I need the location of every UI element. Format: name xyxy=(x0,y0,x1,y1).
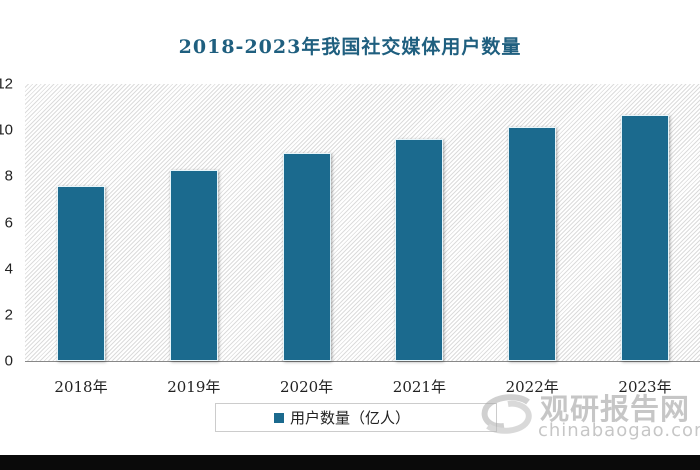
bar-2021年 xyxy=(395,139,444,361)
bar-2022年 xyxy=(508,127,557,361)
watermark: 观研报告网 chinabaogao.com xyxy=(478,386,700,441)
chart-title: 2018-2023年我国社交媒体用户数量 xyxy=(178,36,522,58)
y-tick-label: 8 xyxy=(4,167,13,185)
y-tick-label: 4 xyxy=(4,260,13,278)
y-tick-label: 0 xyxy=(4,352,13,370)
legend-label: 用户数量（亿人） xyxy=(290,409,411,427)
x-axis-line xyxy=(25,361,700,362)
watermark-logo-icon xyxy=(481,394,532,434)
x-tick-label: 2019年 xyxy=(167,378,221,396)
legend: 用户数量（亿人） xyxy=(215,403,497,432)
legend-swatch xyxy=(274,412,284,423)
watermark-url: chinabaogao.com xyxy=(538,420,700,441)
x-tick-label: 2021年 xyxy=(392,378,446,396)
y-tick-label: 6 xyxy=(4,214,13,231)
bottom-bar xyxy=(0,455,700,470)
y-tick-label: 2 xyxy=(4,306,13,324)
bar-2020年 xyxy=(282,153,331,361)
bar-2019年 xyxy=(169,170,218,361)
watermark-name: 观研报告网 xyxy=(540,392,691,426)
x-tick-label: 2022年 xyxy=(505,378,559,396)
plot-area xyxy=(25,84,700,361)
bar-2018年 xyxy=(57,186,105,361)
x-tick-label: 2020年 xyxy=(280,378,334,396)
y-tick-label: 12 xyxy=(0,75,13,93)
bar-2023年 xyxy=(621,115,669,361)
x-tick-label: 2018年 xyxy=(54,378,108,396)
x-tick-label: 2023年 xyxy=(618,378,672,396)
y-tick-label: 10 xyxy=(0,121,13,139)
